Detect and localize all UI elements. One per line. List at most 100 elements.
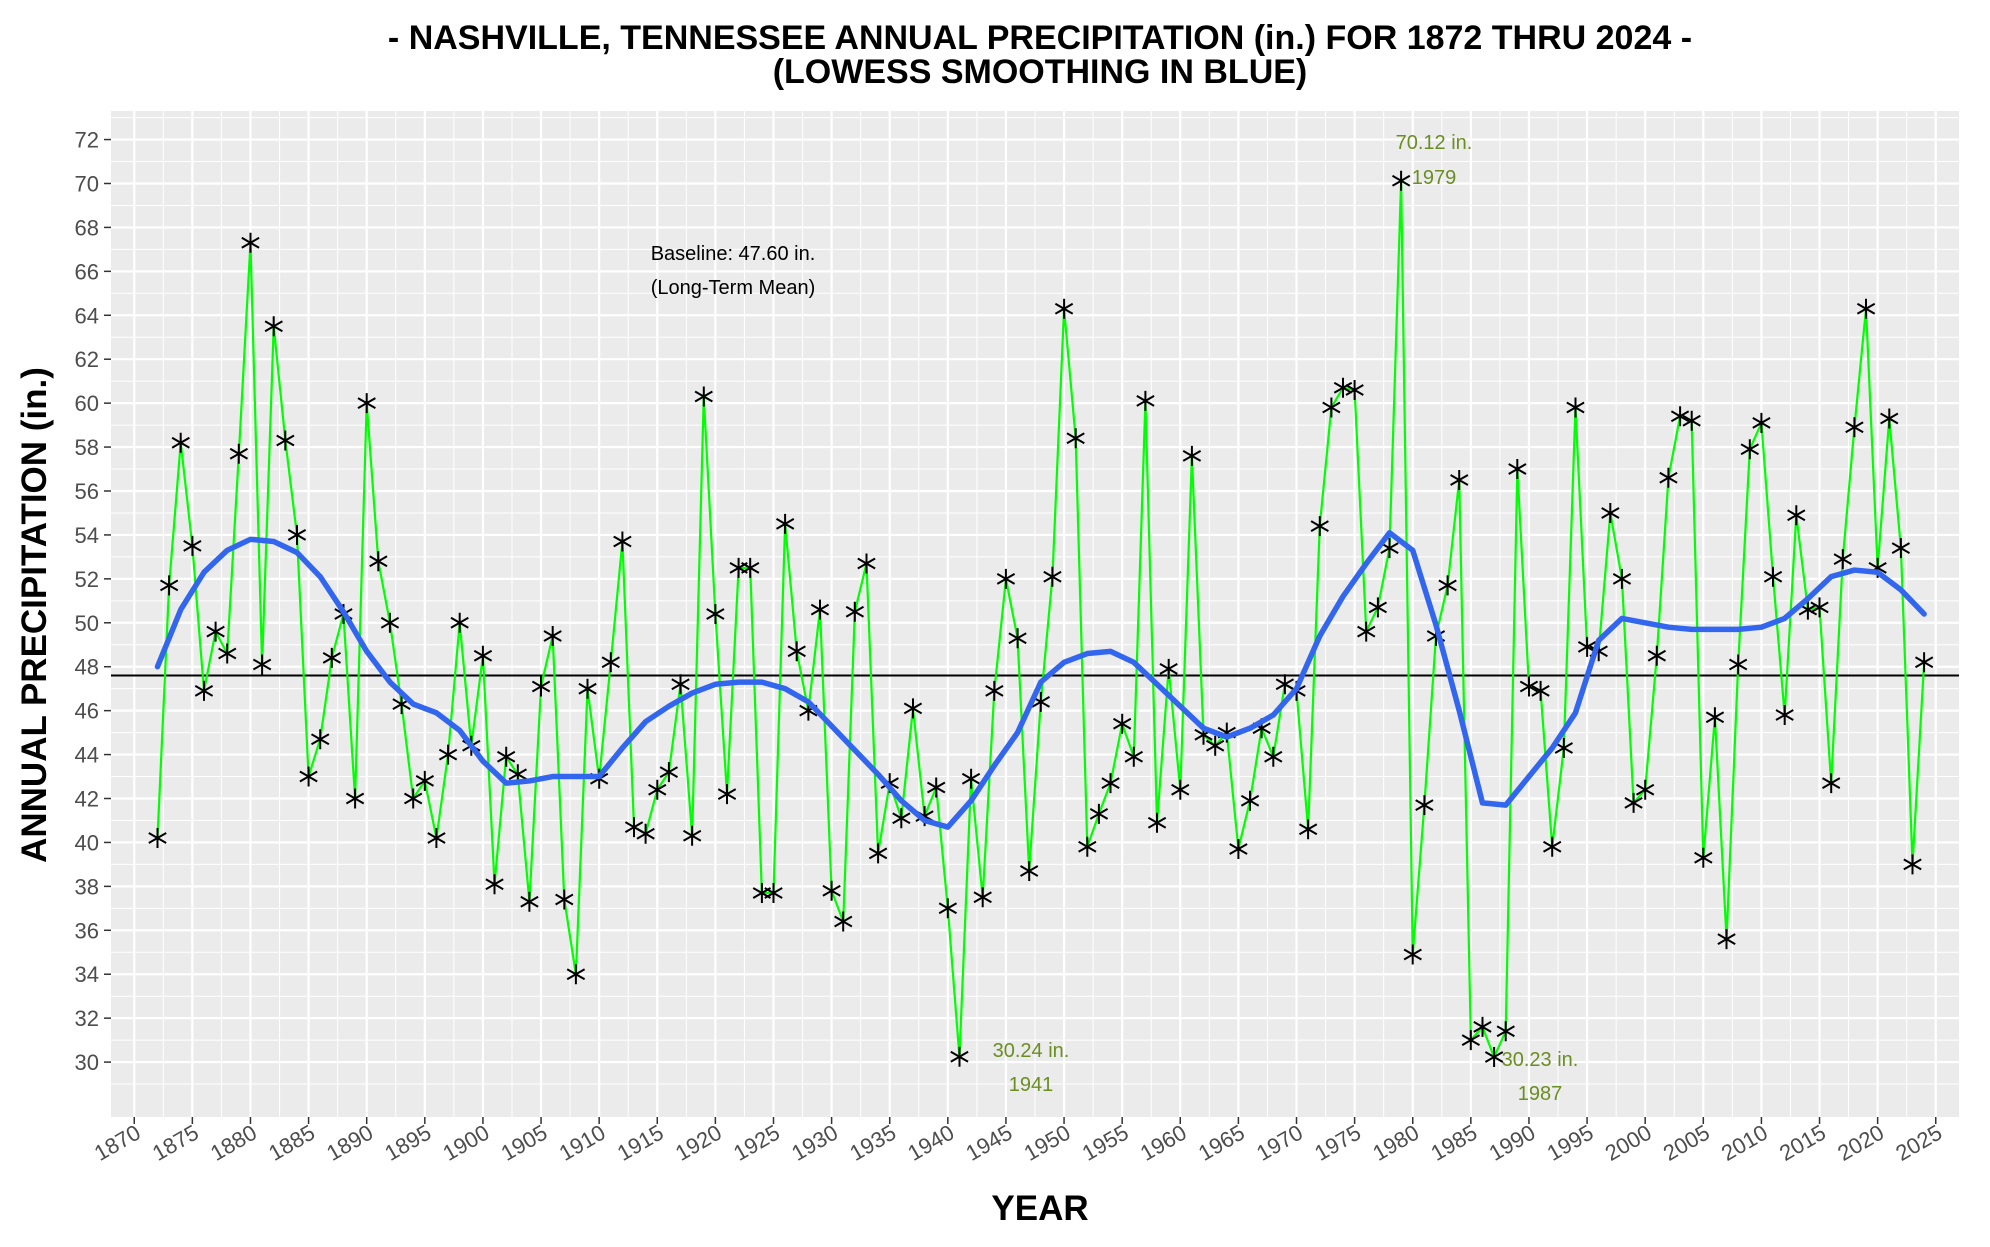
data-point-1939 bbox=[927, 777, 946, 798]
data-point-1908 bbox=[566, 964, 586, 985]
data-point-1897 bbox=[438, 744, 458, 765]
data-point-1926 bbox=[775, 513, 795, 534]
y-tick-label: 40 bbox=[75, 830, 99, 855]
data-point-2017 bbox=[1833, 549, 1852, 570]
data-point-1940 bbox=[938, 898, 958, 919]
data-point-2000 bbox=[1635, 779, 1655, 800]
data-point-1902 bbox=[496, 746, 516, 767]
data-point-1909 bbox=[578, 678, 597, 699]
data-point-1901 bbox=[485, 874, 504, 895]
data-point-2007 bbox=[1717, 929, 1736, 950]
data-point-1896 bbox=[427, 828, 446, 848]
y-tick-label: 30 bbox=[75, 1050, 99, 1075]
data-point-1952 bbox=[1078, 836, 1097, 857]
data-point-1951 bbox=[1066, 428, 1085, 449]
data-point-2001 bbox=[1647, 645, 1667, 666]
y-tick-label: 32 bbox=[75, 1006, 99, 1031]
data-point-1980 bbox=[1403, 944, 1422, 965]
data-point-1906 bbox=[543, 626, 562, 646]
y-tick-label: 58 bbox=[75, 435, 99, 460]
data-point-1934 bbox=[868, 843, 888, 864]
x-axis-title: YEAR bbox=[991, 1189, 1088, 1228]
data-point-2008 bbox=[1728, 654, 1748, 675]
data-point-1961 bbox=[1182, 445, 1202, 466]
y-tick-label: 60 bbox=[75, 391, 99, 416]
data-point-1971 bbox=[1298, 819, 1318, 840]
data-point-1946 bbox=[1008, 628, 1027, 649]
data-point-1937 bbox=[903, 698, 923, 719]
data-point-1923 bbox=[741, 557, 760, 578]
y-axis: 30 32 34 36 38 40 42 44 46 48 50 52 54 56 58 60 62 64 66 68… bbox=[75, 128, 111, 1075]
data-point-2006 bbox=[1705, 707, 1725, 728]
data-point-1877 bbox=[206, 621, 225, 642]
data-point-1884 bbox=[287, 524, 307, 545]
data-point-1882 bbox=[264, 316, 283, 337]
chart-subtitle: (LOWESS SMOOTHING IN BLUE) bbox=[773, 53, 1308, 91]
data-point-1985 bbox=[1461, 1030, 1481, 1051]
data-point-1898 bbox=[450, 612, 469, 633]
min-1941-annotation-value: 30.24 in. bbox=[993, 1040, 1070, 1062]
data-point-1972 bbox=[1310, 516, 1329, 537]
data-point-1953 bbox=[1089, 803, 1109, 824]
y-tick-label: 64 bbox=[75, 303, 99, 328]
y-tick-label: 68 bbox=[75, 215, 99, 240]
y-tick-label: 44 bbox=[75, 743, 99, 768]
data-point-2018 bbox=[1845, 417, 1864, 438]
data-point-2004 bbox=[1682, 410, 1701, 431]
data-point-1932 bbox=[845, 601, 865, 622]
data-point-1891 bbox=[369, 551, 388, 572]
data-point-1931 bbox=[834, 911, 853, 932]
data-point-1919 bbox=[694, 386, 713, 407]
max-annotation-year: 1979 bbox=[1412, 167, 1457, 189]
data-point-1918 bbox=[682, 825, 702, 846]
data-point-1876 bbox=[194, 680, 214, 701]
data-point-1887 bbox=[322, 647, 342, 668]
y-tick-label: 66 bbox=[75, 259, 99, 284]
data-point-2023 bbox=[1903, 854, 1922, 875]
data-point-2022 bbox=[1891, 538, 1911, 559]
data-point-1885 bbox=[299, 766, 318, 787]
data-point-1917 bbox=[671, 674, 690, 695]
data-point-2012 bbox=[1775, 705, 1794, 725]
data-point-1974 bbox=[1333, 377, 1353, 398]
data-point-1880 bbox=[241, 232, 260, 253]
observed-markers bbox=[148, 170, 1934, 1067]
max-annotation-value: 70.12 in. bbox=[1396, 132, 1473, 154]
data-point-1984 bbox=[1450, 470, 1469, 490]
min-1987-annotation-value: 30.23 in. bbox=[1502, 1049, 1579, 1071]
data-point-1949 bbox=[1043, 566, 1062, 587]
baseline-label-line1: Baseline: 47.60 in. bbox=[651, 243, 816, 265]
data-point-1950 bbox=[1054, 298, 1074, 319]
y-tick-label: 48 bbox=[75, 655, 99, 680]
data-point-1886 bbox=[311, 729, 330, 750]
y-axis-title: ANNUAL PRECIPITATION (in.) bbox=[15, 367, 54, 863]
data-point-1963 bbox=[1205, 735, 1225, 756]
data-point-1878 bbox=[218, 643, 237, 664]
y-tick-label: 36 bbox=[75, 918, 99, 943]
data-point-1879 bbox=[229, 443, 249, 464]
data-point-1998 bbox=[1612, 568, 1632, 589]
data-point-2019 bbox=[1856, 298, 1876, 319]
data-point-1942 bbox=[961, 768, 981, 789]
data-point-1990 bbox=[1519, 676, 1539, 697]
data-point-1959 bbox=[1159, 658, 1178, 679]
data-point-1907 bbox=[555, 889, 574, 910]
data-point-1986 bbox=[1473, 1016, 1492, 1037]
data-point-1875 bbox=[183, 535, 202, 556]
data-point-1915 bbox=[648, 779, 667, 800]
data-point-1965 bbox=[1229, 839, 1248, 859]
data-point-1987 bbox=[1484, 1047, 1504, 1067]
data-point-1895 bbox=[415, 770, 435, 791]
data-point-2024 bbox=[1914, 652, 1934, 673]
data-point-1983 bbox=[1438, 575, 1457, 596]
data-point-2009 bbox=[1740, 439, 1759, 460]
data-point-1936 bbox=[892, 808, 911, 829]
data-point-1921 bbox=[717, 784, 737, 805]
data-point-1976 bbox=[1357, 621, 1376, 642]
data-point-2010 bbox=[1752, 412, 1771, 433]
y-tick-label: 70 bbox=[75, 171, 99, 196]
data-point-1947 bbox=[1019, 861, 1039, 881]
data-point-1955 bbox=[1112, 713, 1132, 734]
data-point-1944 bbox=[985, 680, 1004, 701]
min-1987-annotation-year: 1987 bbox=[1518, 1083, 1563, 1105]
